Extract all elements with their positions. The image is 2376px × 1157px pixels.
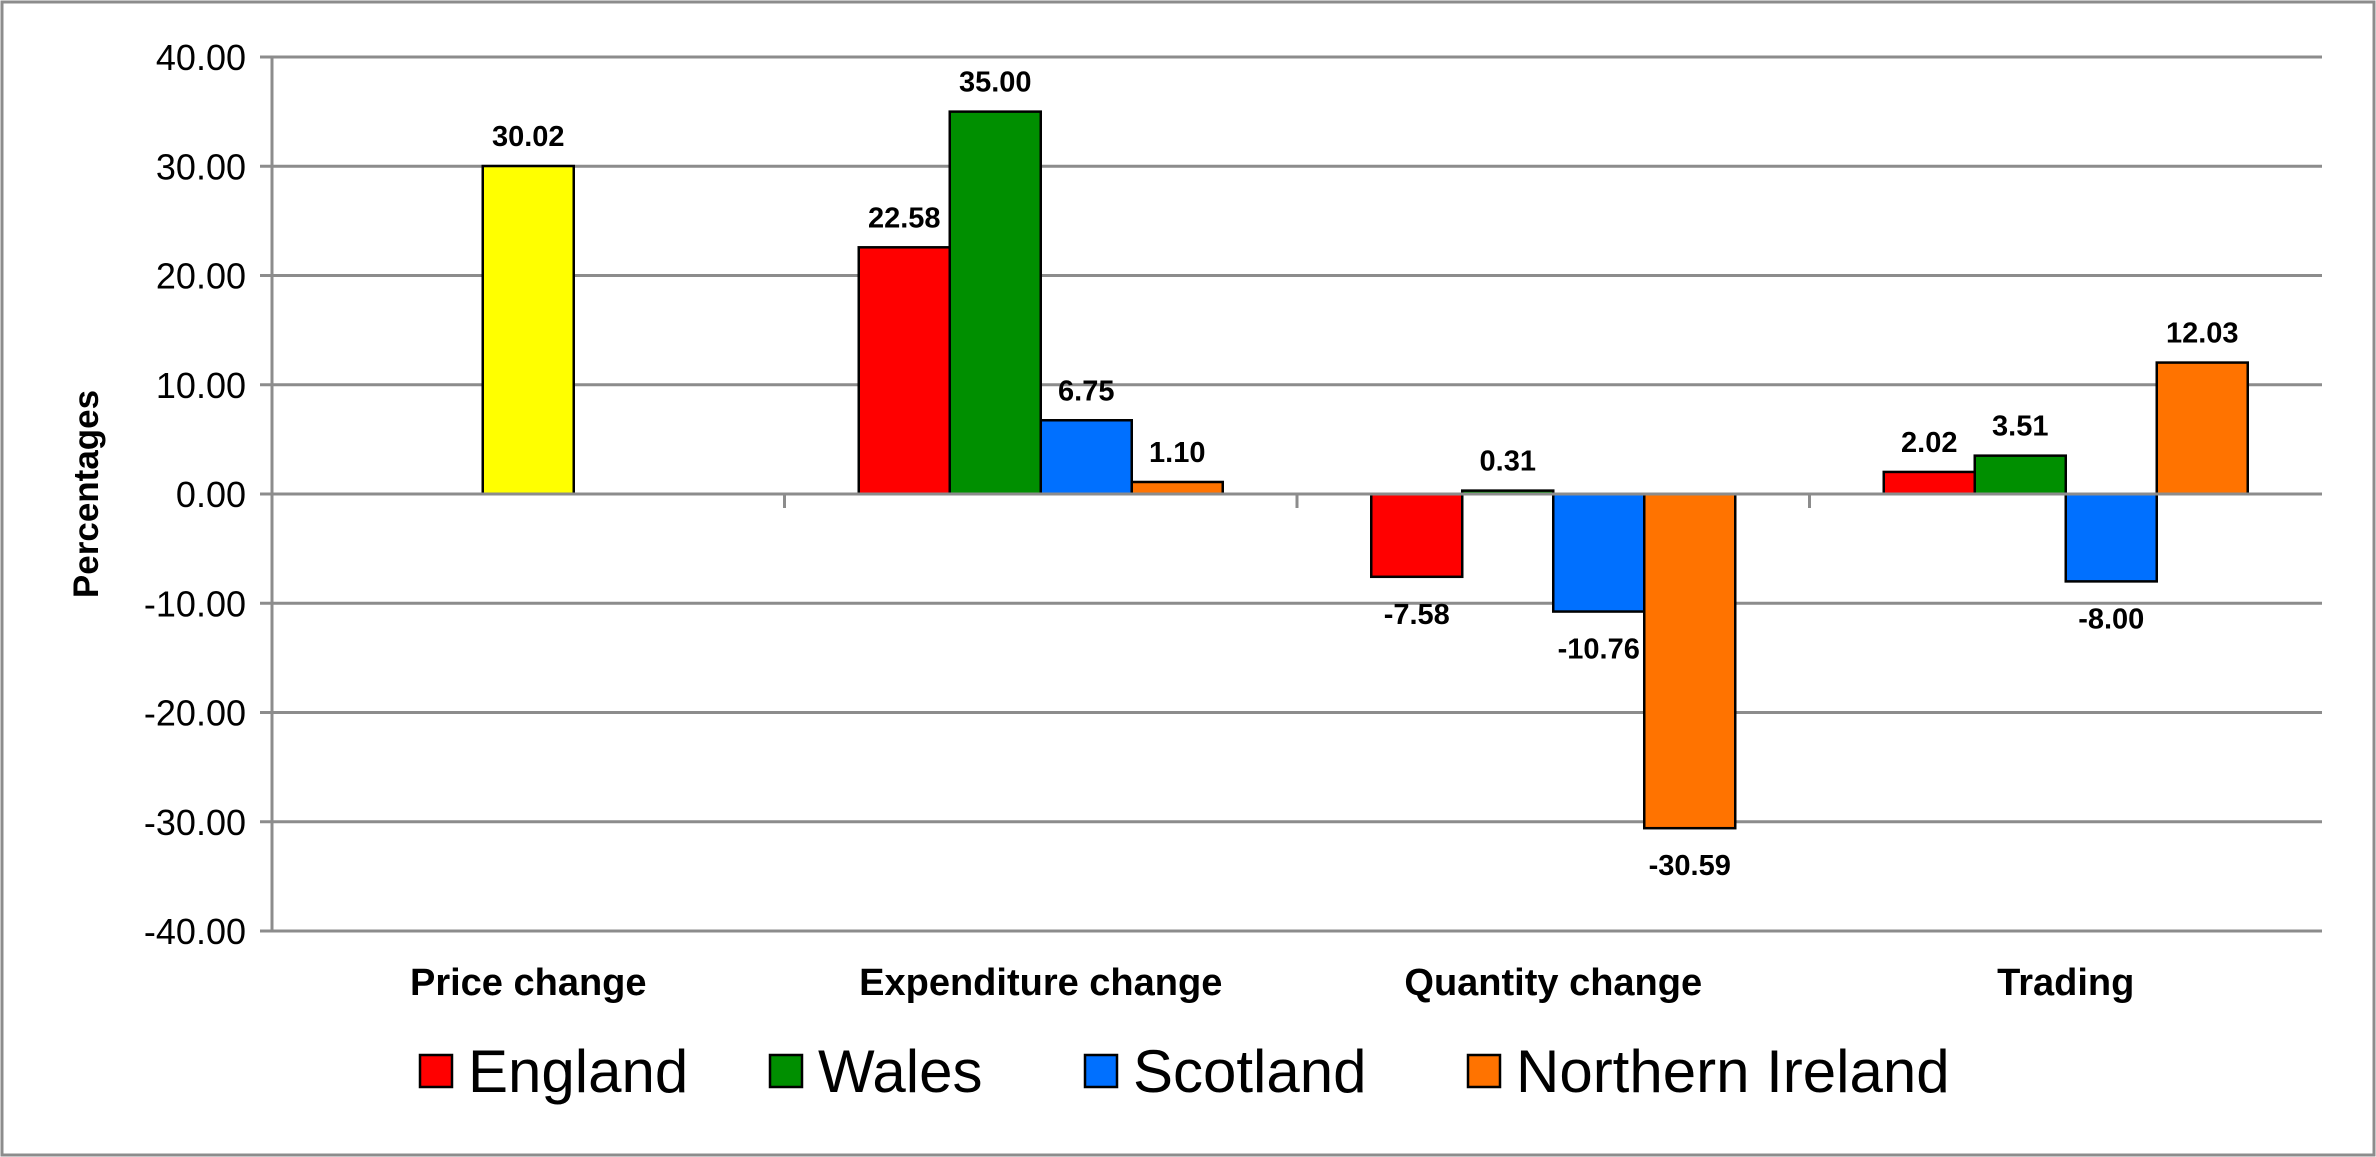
data-label: 22.58 bbox=[868, 202, 941, 234]
bar-england bbox=[1882, 470, 1976, 496]
legend: England Wales Scotland Northern Ireland bbox=[418, 1038, 1950, 1105]
x-category-label: Quantity change bbox=[1404, 962, 1702, 1004]
legend-swatch-wales bbox=[768, 1053, 804, 1089]
labels: 40.00 30.00 20.00 10.00 0.00 -10.00 -20.00 -30.… bbox=[67, 37, 2239, 1004]
data-label: 2.02 bbox=[1901, 427, 1957, 459]
legend-swatch-northern-ireland bbox=[1466, 1053, 1502, 1089]
y-tick-label: 10.00 bbox=[156, 365, 246, 406]
data-label: 30.02 bbox=[492, 121, 565, 153]
bar-northern-ireland bbox=[1130, 480, 1224, 496]
bar-scotland bbox=[1039, 419, 1133, 496]
legend-label-wales: Wales bbox=[818, 1038, 982, 1105]
data-label: 6.75 bbox=[1058, 375, 1114, 407]
y-tick-label: -30.00 bbox=[144, 802, 246, 843]
legend-label-northern-ireland: Northern Ireland bbox=[1516, 1038, 1950, 1105]
y-tick-label: -10.00 bbox=[144, 583, 246, 624]
x-category-label: Price change bbox=[410, 962, 647, 1004]
bars bbox=[481, 110, 2249, 830]
data-label: -8.00 bbox=[2078, 603, 2144, 635]
y-tick-label: 30.00 bbox=[156, 146, 246, 187]
bar-wales bbox=[1973, 454, 2067, 496]
x-category-label: Expenditure change bbox=[859, 962, 1222, 1004]
y-axis-title: Percentages bbox=[67, 390, 106, 598]
bar-england bbox=[1370, 492, 1464, 579]
legend-label-scotland: Scotland bbox=[1133, 1038, 1367, 1105]
bar-northern-ireland bbox=[1643, 492, 1737, 830]
y-tick-label: -40.00 bbox=[144, 911, 246, 952]
gridlines bbox=[272, 55, 2322, 933]
data-label: 12.03 bbox=[2166, 318, 2239, 350]
y-tick-label: 40.00 bbox=[156, 37, 246, 78]
y-tick-label: 20.00 bbox=[156, 256, 246, 297]
legend-swatch-england bbox=[418, 1053, 454, 1089]
y-tick-label: 0.00 bbox=[176, 474, 246, 515]
data-label: -10.76 bbox=[1558, 634, 1640, 666]
data-label: 0.31 bbox=[1480, 446, 1536, 478]
data-label: 1.10 bbox=[1149, 437, 1205, 469]
data-label: -7.58 bbox=[1384, 599, 1450, 631]
data-label: 35.00 bbox=[959, 67, 1032, 99]
axes bbox=[260, 55, 2322, 933]
bar-scotland bbox=[1552, 492, 1646, 613]
legend-swatch-scotland bbox=[1083, 1053, 1119, 1089]
data-label: 3.51 bbox=[1992, 411, 2048, 443]
legend-label-england: England bbox=[468, 1038, 688, 1105]
y-tick-label: -20.00 bbox=[144, 693, 246, 734]
x-category-label: Trading bbox=[1997, 962, 2134, 1004]
bar-wales bbox=[948, 110, 1042, 496]
bar-northern-ireland bbox=[2155, 361, 2249, 496]
bar-price-change bbox=[481, 164, 575, 496]
bar-scotland bbox=[2064, 492, 2158, 583]
bar-england bbox=[857, 246, 951, 496]
data-label: -30.59 bbox=[1649, 850, 1731, 882]
